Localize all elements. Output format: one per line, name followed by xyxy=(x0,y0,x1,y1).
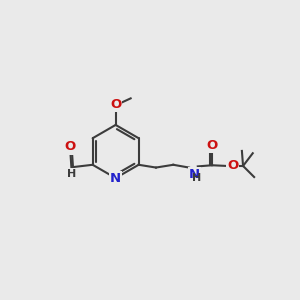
Text: O: O xyxy=(227,159,238,172)
Text: H: H xyxy=(192,172,201,183)
Text: O: O xyxy=(206,139,218,152)
Text: H: H xyxy=(67,169,76,179)
Text: O: O xyxy=(110,98,121,111)
Text: O: O xyxy=(64,140,76,154)
Text: N: N xyxy=(110,172,121,184)
Text: N: N xyxy=(189,168,200,181)
